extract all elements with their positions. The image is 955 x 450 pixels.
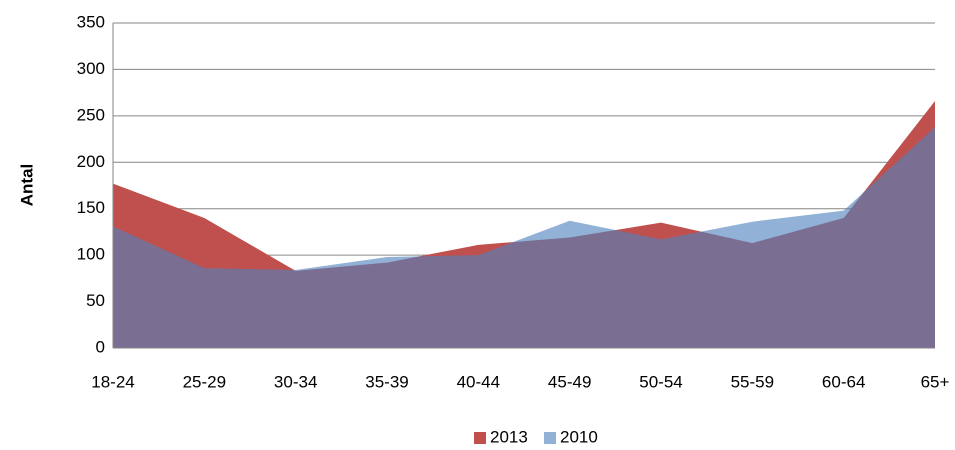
legend-swatch bbox=[544, 432, 556, 444]
legend-swatch bbox=[474, 432, 486, 444]
y-tick-label: 50 bbox=[86, 291, 105, 310]
y-tick-label: 0 bbox=[96, 337, 105, 356]
x-tick-label: 18-24 bbox=[91, 372, 134, 391]
y-tick-label: 350 bbox=[77, 12, 105, 31]
y-tick-label: 200 bbox=[77, 152, 105, 171]
x-tick-label: 65+ bbox=[921, 372, 950, 391]
y-tick-label: 250 bbox=[77, 105, 105, 124]
x-tick-label: 35-39 bbox=[365, 372, 408, 391]
x-tick-label: 50-54 bbox=[639, 372, 682, 391]
x-tick-label: 40-44 bbox=[457, 372, 500, 391]
legend-label: 2010 bbox=[560, 427, 598, 446]
x-tick-label: 25-29 bbox=[183, 372, 226, 391]
x-tick-label: 30-34 bbox=[274, 372, 317, 391]
y-axis-title: Antal bbox=[17, 164, 36, 207]
y-tick-label: 100 bbox=[77, 245, 105, 264]
y-tick-label: 150 bbox=[77, 198, 105, 217]
x-tick-label: 55-59 bbox=[731, 372, 774, 391]
area bbox=[113, 127, 935, 348]
legend-label: 2013 bbox=[490, 427, 528, 446]
x-tick-label: 60-64 bbox=[822, 372, 865, 391]
x-tick-label: 45-49 bbox=[548, 372, 591, 391]
y-tick-label: 300 bbox=[77, 59, 105, 78]
